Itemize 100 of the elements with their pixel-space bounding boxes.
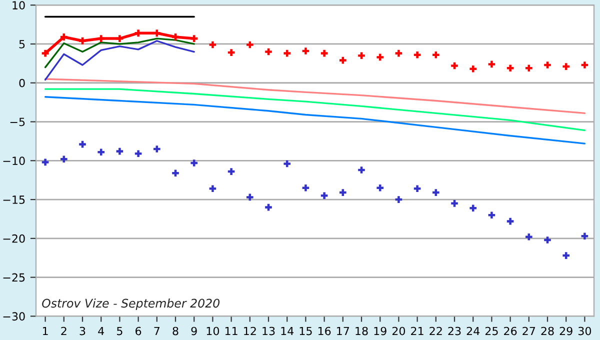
point [376, 54, 384, 61]
point [284, 50, 290, 57]
point [320, 192, 328, 200]
x-tick-label: 8 [172, 326, 178, 336]
x-tick-label: 5 [117, 326, 122, 336]
x-tick-label: 16 [318, 326, 331, 336]
x-tick-label: 12 [244, 326, 256, 336]
x-tick-label: 14 [281, 326, 294, 336]
point [414, 51, 421, 58]
point [581, 232, 588, 240]
x-tick-label: 21 [411, 326, 424, 336]
point [98, 35, 105, 42]
point [42, 50, 49, 57]
point [79, 140, 86, 148]
x-tick-label: 7 [154, 326, 160, 336]
point [265, 204, 272, 211]
point [451, 200, 458, 207]
point [526, 64, 532, 72]
point [376, 184, 384, 192]
point [134, 150, 142, 158]
y-tick-label: −15 [3, 196, 25, 204]
x-tick-label: 20 [392, 326, 406, 336]
point [284, 160, 290, 168]
point [340, 56, 346, 64]
x-tick-label: 6 [136, 326, 142, 336]
x-tick-label: 18 [356, 326, 368, 336]
point [544, 236, 551, 244]
point [358, 52, 365, 60]
point [302, 184, 310, 192]
point [60, 34, 68, 40]
x-tick-label: 9 [191, 326, 197, 336]
x-tick-label: 25 [485, 326, 498, 336]
x-tick-label: 4 [98, 326, 104, 336]
point [544, 62, 551, 68]
point [414, 185, 421, 192]
point [470, 65, 476, 72]
point [526, 233, 532, 240]
y-tick-label: 0 [19, 78, 25, 88]
y-tick-label: −5 [10, 118, 25, 126]
x-tick-label: 15 [300, 326, 312, 336]
y-tick-label: −20 [3, 234, 25, 243]
x-tick-label: 28 [541, 326, 554, 336]
y-tick-label: −25 [3, 273, 25, 282]
point [506, 64, 514, 72]
x-tick-label: 30 [578, 326, 592, 336]
point [506, 218, 514, 225]
point [265, 48, 272, 56]
x-tick-label: 24 [466, 326, 480, 336]
point [98, 148, 104, 156]
point [581, 62, 588, 68]
point [395, 196, 402, 203]
point [302, 48, 310, 54]
y-tick-label: −30 [3, 312, 25, 321]
point [432, 51, 440, 58]
point [246, 41, 254, 48]
line-series [44, 40, 195, 81]
line-series [44, 96, 586, 144]
x-tick-label: 13 [262, 326, 275, 336]
line-series [44, 78, 586, 114]
point [470, 204, 476, 212]
point [209, 41, 216, 48]
point [320, 50, 328, 57]
line-series [44, 88, 586, 132]
point [116, 148, 124, 155]
x-tick-label: 22 [430, 326, 442, 336]
x-tick-label: 23 [448, 326, 461, 336]
x-tick-label: 19 [374, 326, 386, 336]
y-tick-label: 5 [19, 40, 25, 48]
point [340, 189, 346, 196]
point [246, 194, 254, 201]
point [60, 156, 68, 162]
point [228, 168, 235, 175]
point [190, 35, 198, 42]
point [209, 185, 216, 192]
point [451, 62, 458, 70]
y-tick-label: 10 [12, 1, 25, 10]
x-tick-label: 29 [560, 326, 572, 336]
point [172, 170, 179, 176]
x-tick-label: 11 [225, 326, 238, 336]
point [172, 34, 179, 40]
point [395, 50, 402, 57]
point [79, 37, 86, 44]
point [190, 160, 198, 166]
point [228, 49, 235, 56]
point [488, 60, 496, 68]
x-tick-label: 2 [61, 326, 66, 336]
point [432, 189, 440, 196]
annotation: Ostrov Vize - September 2020 [42, 298, 220, 310]
x-tick-label: 3 [80, 326, 86, 336]
point [562, 252, 570, 259]
x-tick-label: 27 [522, 326, 536, 336]
y-tick-label: −10 [3, 156, 25, 166]
point [116, 35, 124, 42]
x-tick-label: 17 [337, 326, 350, 336]
point [562, 63, 570, 70]
point [154, 146, 160, 152]
x-tick-label: 26 [504, 326, 517, 336]
point [358, 166, 365, 174]
point [488, 212, 496, 218]
x-tick-label: 10 [206, 326, 220, 336]
